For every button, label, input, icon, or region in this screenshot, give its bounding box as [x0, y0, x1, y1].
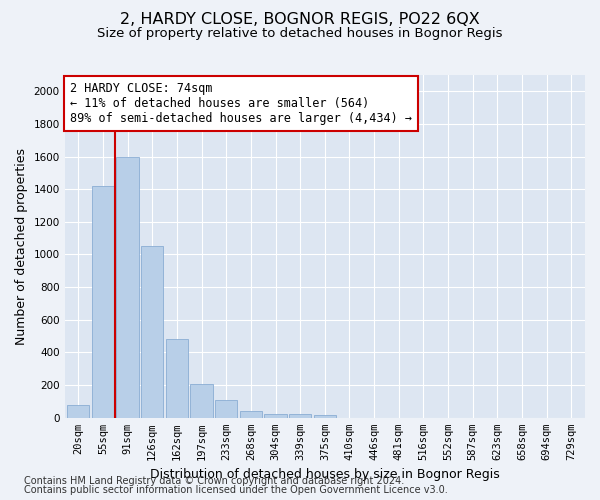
X-axis label: Distribution of detached houses by size in Bognor Regis: Distribution of detached houses by size … — [150, 468, 500, 481]
Text: Contains public sector information licensed under the Open Government Licence v3: Contains public sector information licen… — [24, 485, 448, 495]
Text: Contains HM Land Registry data © Crown copyright and database right 2024.: Contains HM Land Registry data © Crown c… — [24, 476, 404, 486]
Bar — [265, 414, 287, 418]
Bar — [141, 246, 163, 418]
Bar — [289, 414, 311, 418]
Bar — [314, 414, 336, 418]
Text: Size of property relative to detached houses in Bognor Regis: Size of property relative to detached ho… — [97, 28, 503, 40]
Y-axis label: Number of detached properties: Number of detached properties — [15, 148, 28, 345]
Text: 2, HARDY CLOSE, BOGNOR REGIS, PO22 6QX: 2, HARDY CLOSE, BOGNOR REGIS, PO22 6QX — [120, 12, 480, 28]
Bar — [215, 400, 237, 417]
Text: 2 HARDY CLOSE: 74sqm
← 11% of detached houses are smaller (564)
89% of semi-deta: 2 HARDY CLOSE: 74sqm ← 11% of detached h… — [70, 82, 412, 125]
Bar — [240, 411, 262, 418]
Bar — [190, 384, 212, 418]
Bar — [67, 404, 89, 417]
Bar — [116, 156, 139, 418]
Bar — [166, 340, 188, 417]
Bar — [92, 186, 114, 418]
